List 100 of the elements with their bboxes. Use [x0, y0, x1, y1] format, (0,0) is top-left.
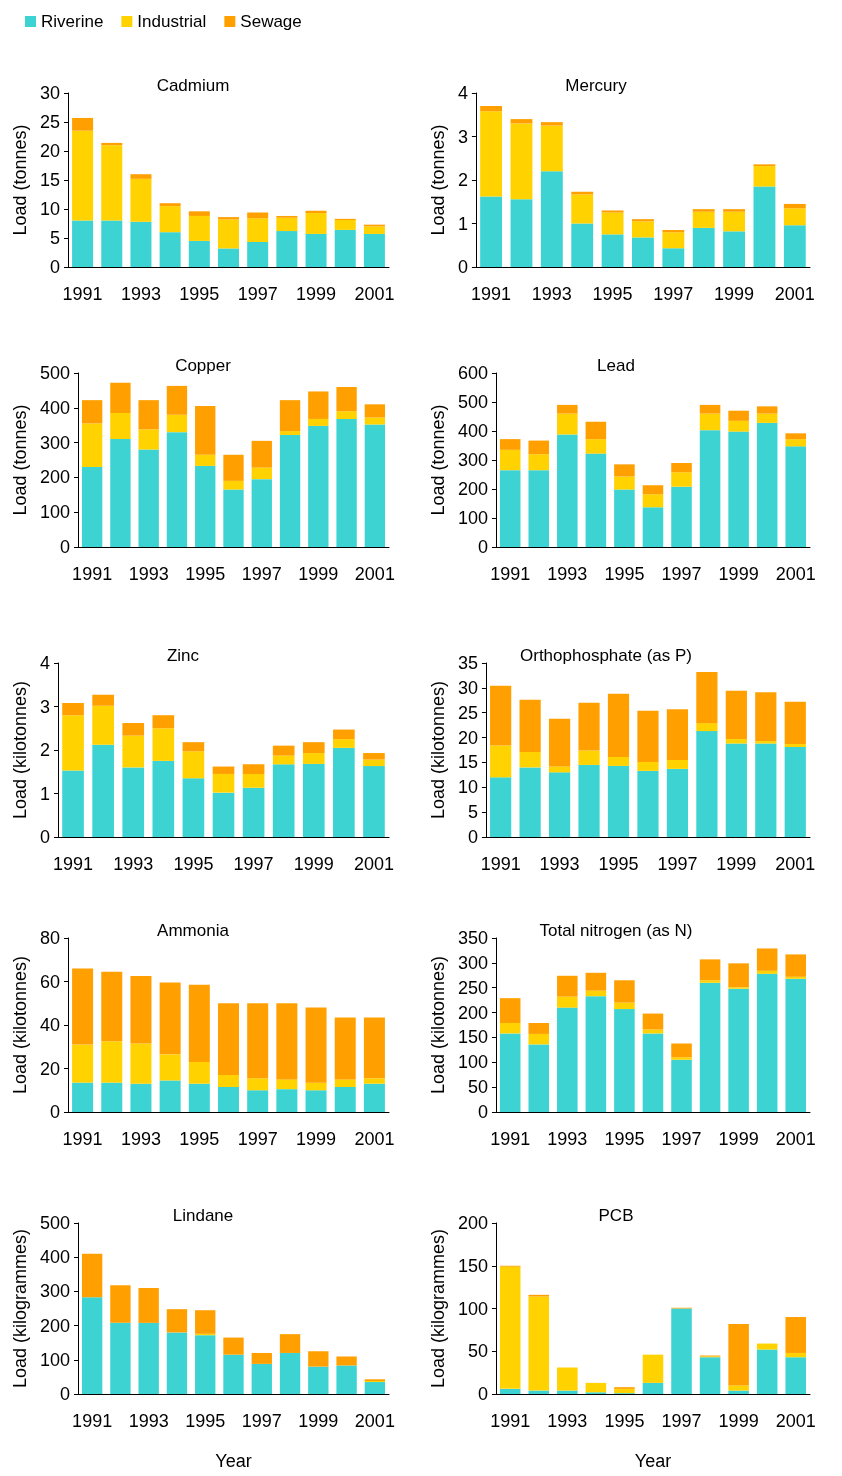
y-tick-label: 2 — [457, 170, 468, 190]
bar — [614, 476, 635, 490]
bar — [696, 731, 718, 837]
bar — [480, 196, 503, 267]
x-tick-label: 2001 — [774, 284, 815, 304]
bar — [110, 1285, 131, 1323]
bar — [72, 1044, 94, 1083]
chart-title: Orthophosphate (as P) — [520, 646, 692, 665]
bar — [251, 467, 272, 480]
bar — [195, 406, 216, 455]
bar — [159, 1054, 181, 1081]
bar — [336, 418, 357, 547]
bar — [333, 747, 355, 837]
y-tick-label: 200 — [457, 1213, 488, 1233]
x-axis-title: Year — [215, 1451, 252, 1471]
x-tick-label: 1991 — [471, 284, 512, 304]
x-tick-label: 1995 — [185, 1411, 226, 1431]
y-tick-label: 0 — [39, 827, 50, 847]
bar — [92, 694, 114, 706]
bar — [578, 702, 600, 751]
bar — [642, 1033, 664, 1112]
bar — [152, 715, 175, 729]
x-tick-label: 1993 — [547, 1411, 588, 1431]
x-tick-label: 1991 — [490, 1411, 531, 1431]
bar — [195, 1310, 216, 1334]
bar — [305, 213, 327, 234]
x-tick-label: 1991 — [53, 854, 94, 874]
bar — [666, 709, 689, 760]
bar — [671, 1059, 692, 1112]
bar — [247, 1090, 269, 1112]
bar — [188, 1061, 210, 1084]
bar — [637, 761, 659, 771]
bar — [130, 178, 152, 222]
bar — [251, 1363, 272, 1394]
bar — [528, 1296, 550, 1391]
bar — [182, 778, 205, 837]
bar — [333, 729, 355, 740]
bar — [223, 1354, 244, 1394]
bar — [364, 404, 386, 418]
bar — [279, 431, 301, 435]
y-axis-title: Load (kilotonnes) — [428, 955, 448, 1095]
bar — [585, 1382, 607, 1393]
y-tick-label: 40 — [39, 1015, 60, 1035]
bar — [637, 710, 659, 762]
bar — [122, 723, 145, 736]
bar — [756, 970, 778, 974]
bar — [755, 692, 777, 742]
bar — [247, 212, 269, 219]
bar — [279, 434, 301, 547]
bar — [755, 743, 777, 837]
bar — [308, 1351, 329, 1367]
bar — [692, 209, 715, 212]
bar — [72, 117, 94, 131]
bar — [510, 123, 533, 200]
bar — [101, 1082, 123, 1112]
bar — [308, 391, 329, 419]
bar — [247, 1003, 269, 1079]
bar — [785, 1357, 806, 1394]
x-tick-label: 2001 — [354, 284, 395, 304]
bar — [614, 1009, 635, 1112]
y-tick-label: 100 — [457, 1298, 488, 1319]
y-tick-label: 0 — [457, 257, 468, 277]
bar — [81, 466, 103, 547]
y-tick-label: 10 — [457, 777, 478, 798]
bar — [364, 417, 386, 425]
bar — [363, 1017, 385, 1079]
bar — [753, 166, 776, 187]
bar — [632, 221, 654, 238]
y-tick-label: 250 — [457, 977, 488, 998]
bar — [333, 739, 355, 748]
bar — [699, 1357, 721, 1394]
y-tick-label: 0 — [49, 1102, 60, 1122]
bar — [499, 998, 521, 1024]
bar — [217, 1003, 240, 1076]
y-tick-label: 400 — [39, 397, 70, 418]
bar — [363, 759, 385, 767]
bar — [557, 404, 578, 414]
bar — [725, 690, 747, 740]
bar — [696, 723, 718, 732]
x-tick-label: 1997 — [241, 1411, 282, 1431]
x-tick-label: 1991 — [490, 564, 531, 584]
bar — [305, 1082, 327, 1091]
bar — [223, 454, 244, 481]
bar — [138, 400, 159, 430]
y-tick-label: 0 — [477, 537, 488, 557]
bar — [279, 1352, 301, 1394]
bar — [699, 413, 721, 431]
x-tick-label: 1999 — [718, 1129, 759, 1149]
chart-title: Lindane — [172, 1206, 234, 1225]
bar — [62, 770, 84, 837]
bar — [182, 742, 205, 752]
bar — [251, 479, 272, 547]
bar — [728, 963, 749, 988]
bar — [166, 1332, 188, 1394]
bar — [279, 400, 301, 432]
x-tick-label: 2001 — [775, 1411, 816, 1431]
bar — [130, 221, 152, 267]
x-tick-label: 2001 — [354, 1411, 395, 1431]
bar — [188, 215, 210, 241]
bar — [728, 420, 749, 432]
